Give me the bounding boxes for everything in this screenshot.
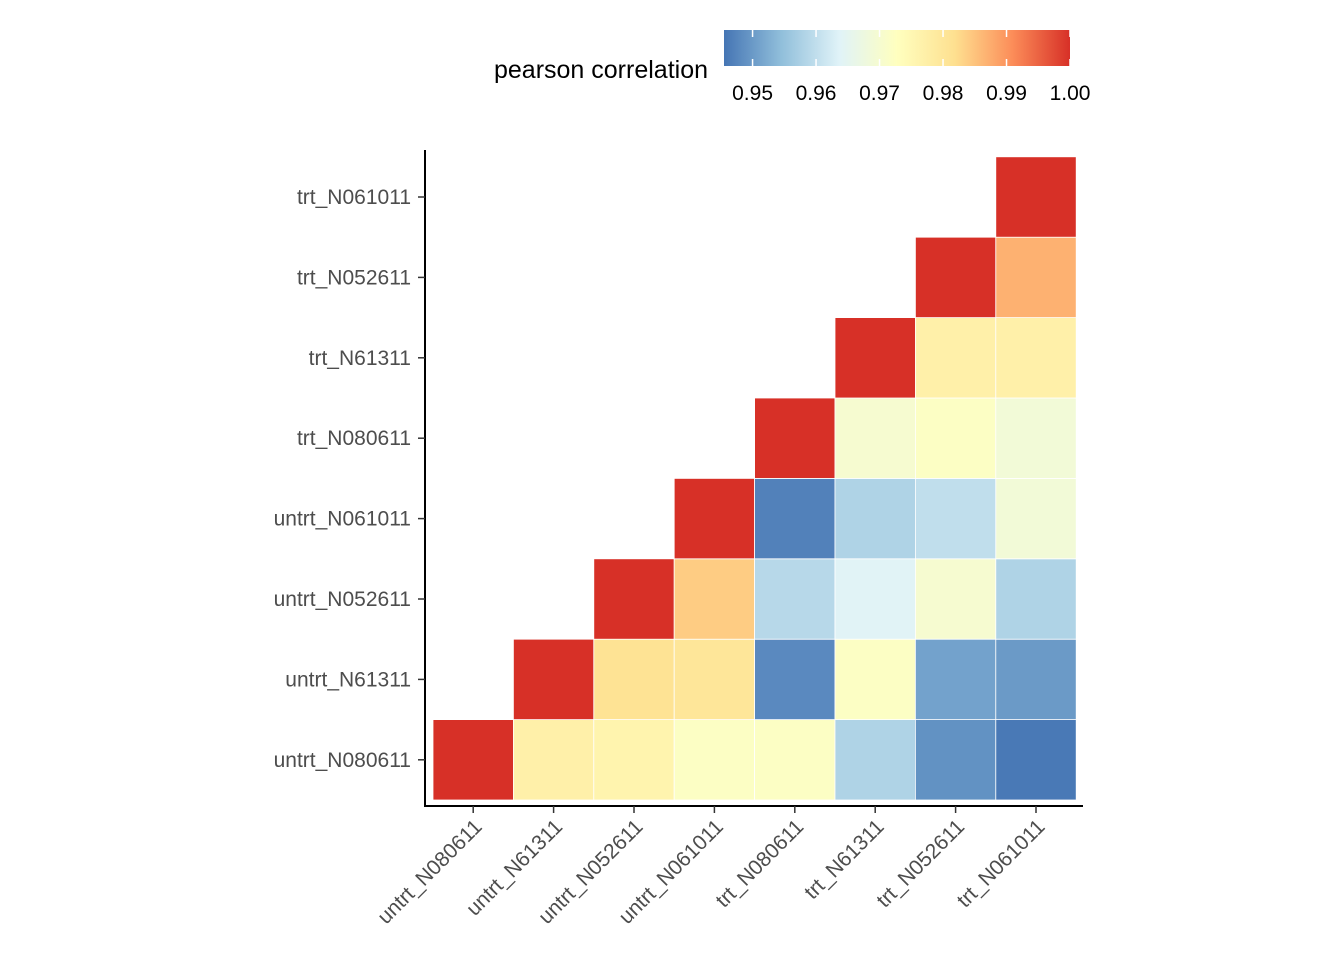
heatmap-cell <box>915 397 997 479</box>
heatmap-cell <box>754 558 836 640</box>
heatmap-cell <box>754 719 836 801</box>
y-tick-label: trt_N080611 <box>297 427 411 450</box>
heatmap-cell <box>513 638 595 721</box>
x-axis-ticks: untrt_N080611untrt_N61311untrt_N052611un… <box>373 806 1050 929</box>
legend-title: pearson correlation <box>494 56 708 84</box>
y-axis-ticks: untrt_N080611 untrt_N61311 untrt_N052611 un… <box>274 186 425 772</box>
heatmap-cell <box>915 719 997 801</box>
heatmap-cell <box>834 558 916 640</box>
heatmap-cell <box>754 638 836 721</box>
heatmap-cell <box>834 397 916 479</box>
legend-tick-label: 0.98 <box>923 82 964 105</box>
y-tick-label: untrt_N61311 <box>285 668 411 691</box>
heatmap-cell <box>995 397 1077 479</box>
legend-tick-label: 0.99 <box>986 82 1027 105</box>
y-tick-label: trt_N052611 <box>297 266 411 289</box>
heatmap-cell <box>593 638 675 721</box>
heatmap-cell <box>673 558 756 640</box>
x-tick-label: trt_N61311 <box>800 815 889 904</box>
y-tick-label: untrt_N052611 <box>274 588 411 611</box>
heatmap-cell <box>673 477 756 560</box>
heatmap-cell <box>995 477 1077 560</box>
legend-tick-label: 0.95 <box>732 82 773 105</box>
heatmap-cell <box>995 638 1077 721</box>
heatmap-cell <box>593 558 675 640</box>
legend-colorbar <box>724 30 1070 66</box>
heatmap-cell <box>915 638 997 721</box>
heatmap-cell <box>915 558 997 640</box>
heatmap-cell <box>754 477 836 560</box>
heatmap-cell <box>754 397 836 479</box>
legend-ticks: 0.95 0.96 0.97 0.98 0.99 1.00 <box>732 30 1090 105</box>
heatmap-cell <box>995 156 1077 238</box>
y-tick-label: trt_N61311 <box>309 347 411 370</box>
heatmap-cell <box>673 719 756 801</box>
legend: pearson correlation 0.95 0.96 0.97 0.98 0.99… <box>494 30 1090 105</box>
heatmap-cell <box>834 719 916 801</box>
heatmap-cell <box>834 477 916 560</box>
heatmap-cell <box>915 477 997 560</box>
heatmap-cell <box>513 719 595 801</box>
legend-tick-label: 0.96 <box>796 82 837 105</box>
heatmap-cell <box>673 638 756 721</box>
legend-tick-label: 1.00 <box>1050 82 1091 105</box>
heatmap-cell <box>995 719 1077 801</box>
heatmap-cell <box>995 317 1077 399</box>
heatmap-cell <box>834 638 916 721</box>
y-tick-label: untrt_N080611 <box>274 749 411 772</box>
y-tick-label: untrt_N061011 <box>274 508 411 531</box>
heatmap-cell <box>915 317 997 399</box>
heatmap-cells <box>432 156 1077 801</box>
legend-tick-label: 0.97 <box>859 82 900 105</box>
heatmap-cell <box>915 236 997 318</box>
y-tick-label: trt_N061011 <box>297 186 411 209</box>
heatmap-cell <box>995 236 1077 318</box>
heatmap-cell <box>593 719 675 801</box>
heatmap-cell <box>432 719 514 801</box>
heatmap-cell <box>834 317 916 399</box>
heatmap-cell <box>995 558 1077 640</box>
